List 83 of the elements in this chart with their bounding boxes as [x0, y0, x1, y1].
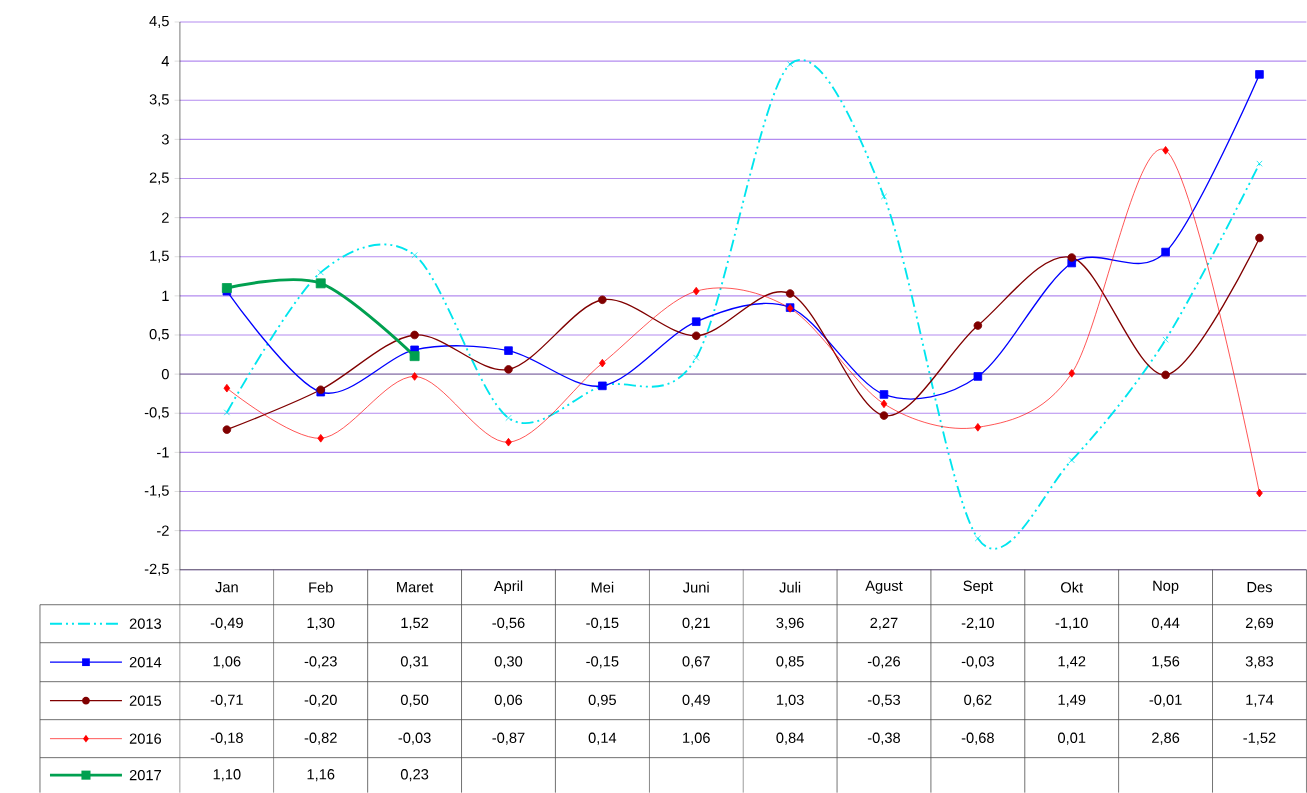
data-label: 2,86	[1152, 732, 1180, 745]
y-tick-label: -1,5	[144, 485, 169, 498]
y-tick-label: -1	[157, 447, 169, 458]
data-label: -0,18	[210, 732, 243, 745]
y-tick-label: 3,5	[149, 94, 169, 107]
data-label: -2,10	[961, 617, 994, 630]
data-label: 1,16	[307, 769, 335, 782]
data-label: 0,62	[964, 694, 992, 707]
y-tick-label: 3	[161, 134, 169, 145]
y-tick-label: 1	[162, 290, 169, 301]
y-tick-label: -0,5	[144, 407, 169, 420]
data-label: 0,67	[682, 656, 710, 669]
legend-label: 2017	[129, 769, 161, 781]
data-label: -0,01	[1149, 694, 1182, 707]
data-label: 0,01	[1058, 732, 1086, 745]
data-label: -0,82	[304, 732, 337, 745]
data-label: -0,56	[492, 617, 525, 630]
data-label: -0,23	[304, 656, 337, 669]
data-label: -0,38	[867, 732, 901, 745]
data-label: 0,50	[400, 694, 429, 707]
x-tick-label: Nop	[1153, 580, 1179, 594]
data-label: 0,49	[682, 694, 710, 707]
y-tick-label: 1,5	[150, 250, 169, 263]
x-tick-label: Sept	[963, 580, 993, 594]
data-label: 1,10	[213, 769, 241, 782]
data-label: -0,03	[398, 732, 431, 745]
x-tick-label: Des	[1247, 582, 1272, 593]
y-tick-label: 4	[161, 56, 169, 67]
y-tick-label: 2	[162, 212, 169, 223]
data-label: -0,03	[961, 656, 994, 669]
x-tick-label: Feb	[309, 581, 333, 593]
data-label: -1,52	[1243, 732, 1276, 745]
data-label: 1,49	[1058, 694, 1086, 707]
data-label: -0,68	[961, 732, 994, 745]
data-label: -0,26	[867, 656, 901, 669]
x-tick-label: Maret	[397, 582, 434, 593]
data-label: 1,74	[1246, 694, 1274, 707]
x-tick-label: Juli	[779, 581, 801, 593]
data-label: 2,69	[1245, 617, 1274, 630]
y-tick-label: -2,5	[144, 563, 169, 576]
data-label: 1,56	[1152, 656, 1180, 669]
data-label: 0,06	[494, 694, 523, 707]
data-label: -0,49	[210, 617, 243, 630]
data-label: 2,27	[870, 617, 898, 630]
data-label: 1,42	[1058, 656, 1086, 669]
data-label: -0,15	[586, 617, 619, 630]
data-label: 0,31	[400, 656, 429, 669]
data-label: -0,20	[304, 694, 337, 707]
x-tick-label: April	[493, 580, 523, 595]
data-label: 0,21	[682, 617, 710, 630]
data-label: 1,52	[401, 617, 429, 630]
x-tick-label: Juni	[683, 581, 709, 593]
data-label: 0,14	[588, 732, 617, 745]
data-label: -0,15	[586, 656, 619, 669]
x-tick-label: Mei	[591, 581, 614, 593]
y-tick-label: 2,5	[149, 172, 169, 185]
y-tick-label: 4,5	[149, 16, 169, 28]
legend-label: 2014	[129, 657, 162, 668]
data-label: 0,44	[1151, 617, 1180, 630]
data-label: 3,96	[776, 617, 804, 630]
x-tick-label: Agust	[865, 580, 903, 594]
data-label: -0,87	[492, 732, 525, 745]
legend-label: 2016	[129, 733, 162, 744]
data-label: 3,83	[1245, 656, 1274, 669]
data-label: 0,30	[494, 656, 523, 669]
data-label: 0,84	[776, 732, 804, 745]
data-label: -0,71	[210, 694, 243, 707]
data-label: 0,85	[776, 656, 804, 669]
legend-label: 2013	[129, 618, 162, 629]
data-label: -1,10	[1055, 617, 1088, 630]
y-tick-label: -2	[157, 525, 169, 536]
data-label: -0,53	[867, 694, 901, 707]
y-tick-label: 0	[161, 368, 169, 380]
y-tick-label: 0,5	[149, 328, 169, 342]
data-label: 1,30	[307, 617, 335, 630]
data-label: 1,06	[213, 656, 241, 669]
data-label: 1,03	[776, 694, 804, 707]
data-label: 0,23	[400, 769, 429, 782]
x-tick-label: Okt	[1061, 581, 1084, 593]
data-label: 0,95	[588, 694, 616, 707]
legend-label: 2015	[129, 695, 162, 706]
x-tick-label: Jan	[215, 582, 238, 593]
data-label: 1,06	[683, 732, 710, 745]
